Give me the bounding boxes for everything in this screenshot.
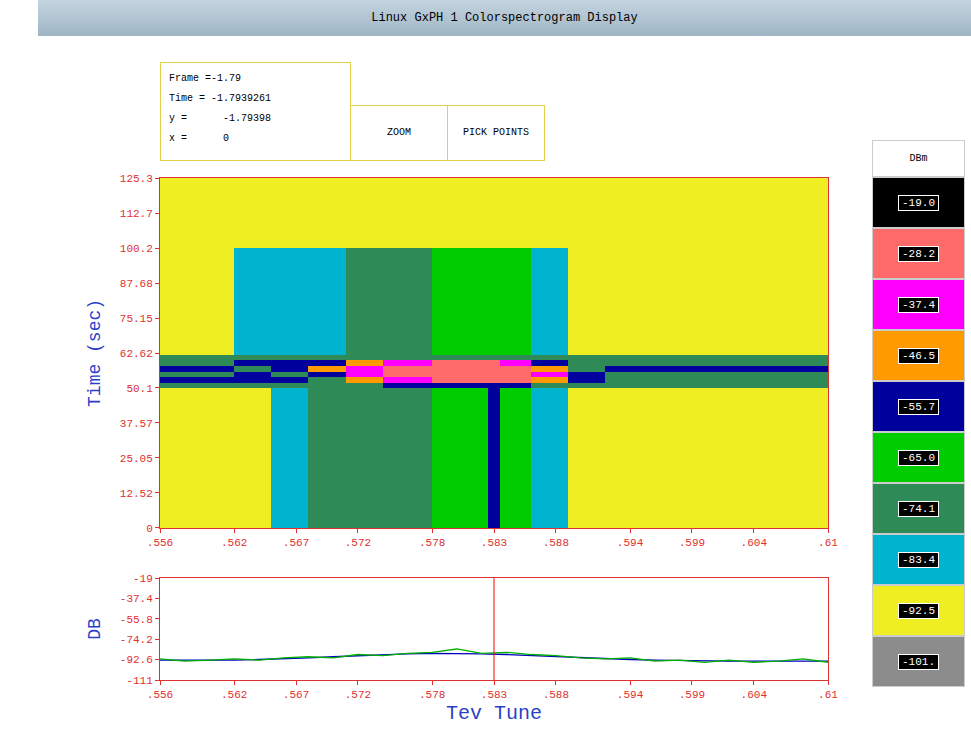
- svg-text:.572: .572: [345, 689, 371, 701]
- svg-text:.556: .556: [147, 689, 173, 701]
- html-text:Linux GxPH 1 Colorspectrogram: Linux GxPH 1 Colorspectrogram Display: [371, 11, 638, 25]
- svg-text:Tev Tune: Tev Tune: [446, 702, 542, 725]
- html-text:-101.: -101.: [902, 655, 935, 668]
- svg-text:.556: .556: [147, 537, 173, 549]
- svg-text:.61: .61: [818, 537, 838, 549]
- svg-text:.567: .567: [283, 689, 309, 701]
- svg-text:.583: .583: [481, 537, 507, 549]
- svg-text:0: 0: [146, 523, 153, 535]
- html-text:-28.2: -28.2: [902, 247, 935, 260]
- svg-text:.578: .578: [419, 537, 445, 549]
- svg-text:62.62: 62.62: [120, 348, 153, 360]
- svg-text:.599: .599: [679, 689, 705, 701]
- html-text:-19.0: -19.0: [902, 196, 935, 209]
- html-text:PICK POINTS: PICK POINTS: [463, 127, 529, 138]
- svg-text:.594: .594: [617, 689, 644, 701]
- svg-text:-74.2: -74.2: [120, 634, 153, 646]
- svg-text:100.2: 100.2: [120, 243, 153, 255]
- html-text:Frame =-1.79 Time = -1.7939261: Frame =-1.79 Time = -1.7939261 y = -1.79…: [169, 73, 271, 144]
- html-text:-65.0: -65.0: [902, 451, 935, 464]
- svg-text:12.52: 12.52: [120, 488, 153, 500]
- html-text:-92.5: -92.5: [902, 604, 935, 617]
- svg-text:.61: .61: [818, 689, 838, 701]
- svg-text:25.05: 25.05: [120, 453, 153, 465]
- svg-text:.594: .594: [617, 537, 644, 549]
- svg-text:87.68: 87.68: [120, 278, 153, 290]
- html-text:-55.7: -55.7: [902, 400, 935, 413]
- html-text:-83.4: -83.4: [902, 553, 935, 566]
- svg-text:.572: .572: [345, 537, 371, 549]
- html-text:DBm: DBm: [909, 153, 928, 164]
- html-text:-37.4: -37.4: [902, 298, 935, 311]
- html-text:-74.1: -74.1: [902, 502, 935, 515]
- svg-text:.583: .583: [481, 689, 507, 701]
- svg-text:.562: .562: [221, 537, 247, 549]
- svg-text:112.7: 112.7: [120, 208, 153, 220]
- svg-text:37.57: 37.57: [120, 418, 153, 430]
- svg-text:.604: .604: [741, 689, 768, 701]
- svg-text:125.3: 125.3: [120, 173, 153, 185]
- svg-text:.578: .578: [419, 689, 445, 701]
- svg-text:.588: .588: [543, 689, 569, 701]
- svg-text:-19: -19: [133, 573, 153, 585]
- svg-text:.604: .604: [741, 537, 768, 549]
- svg-text:-111: -111: [126, 675, 153, 687]
- svg-text:.567: .567: [283, 537, 309, 549]
- svg-text:-55.8: -55.8: [120, 614, 153, 626]
- svg-text:DB: DB: [85, 618, 105, 640]
- svg-text:-37.4: -37.4: [120, 593, 153, 605]
- svg-text:75.15: 75.15: [120, 313, 153, 325]
- html-text:-46.5: -46.5: [902, 349, 935, 362]
- svg-text:-92.6: -92.6: [120, 654, 153, 666]
- html-text:ZOOM: ZOOM: [387, 127, 411, 138]
- svg-text:.562: .562: [221, 689, 247, 701]
- svg-text:.599: .599: [679, 537, 705, 549]
- svg-text:.588: .588: [543, 537, 569, 549]
- svg-text:Time (sec): Time (sec): [85, 299, 105, 407]
- svg-text:50.1: 50.1: [126, 383, 153, 395]
